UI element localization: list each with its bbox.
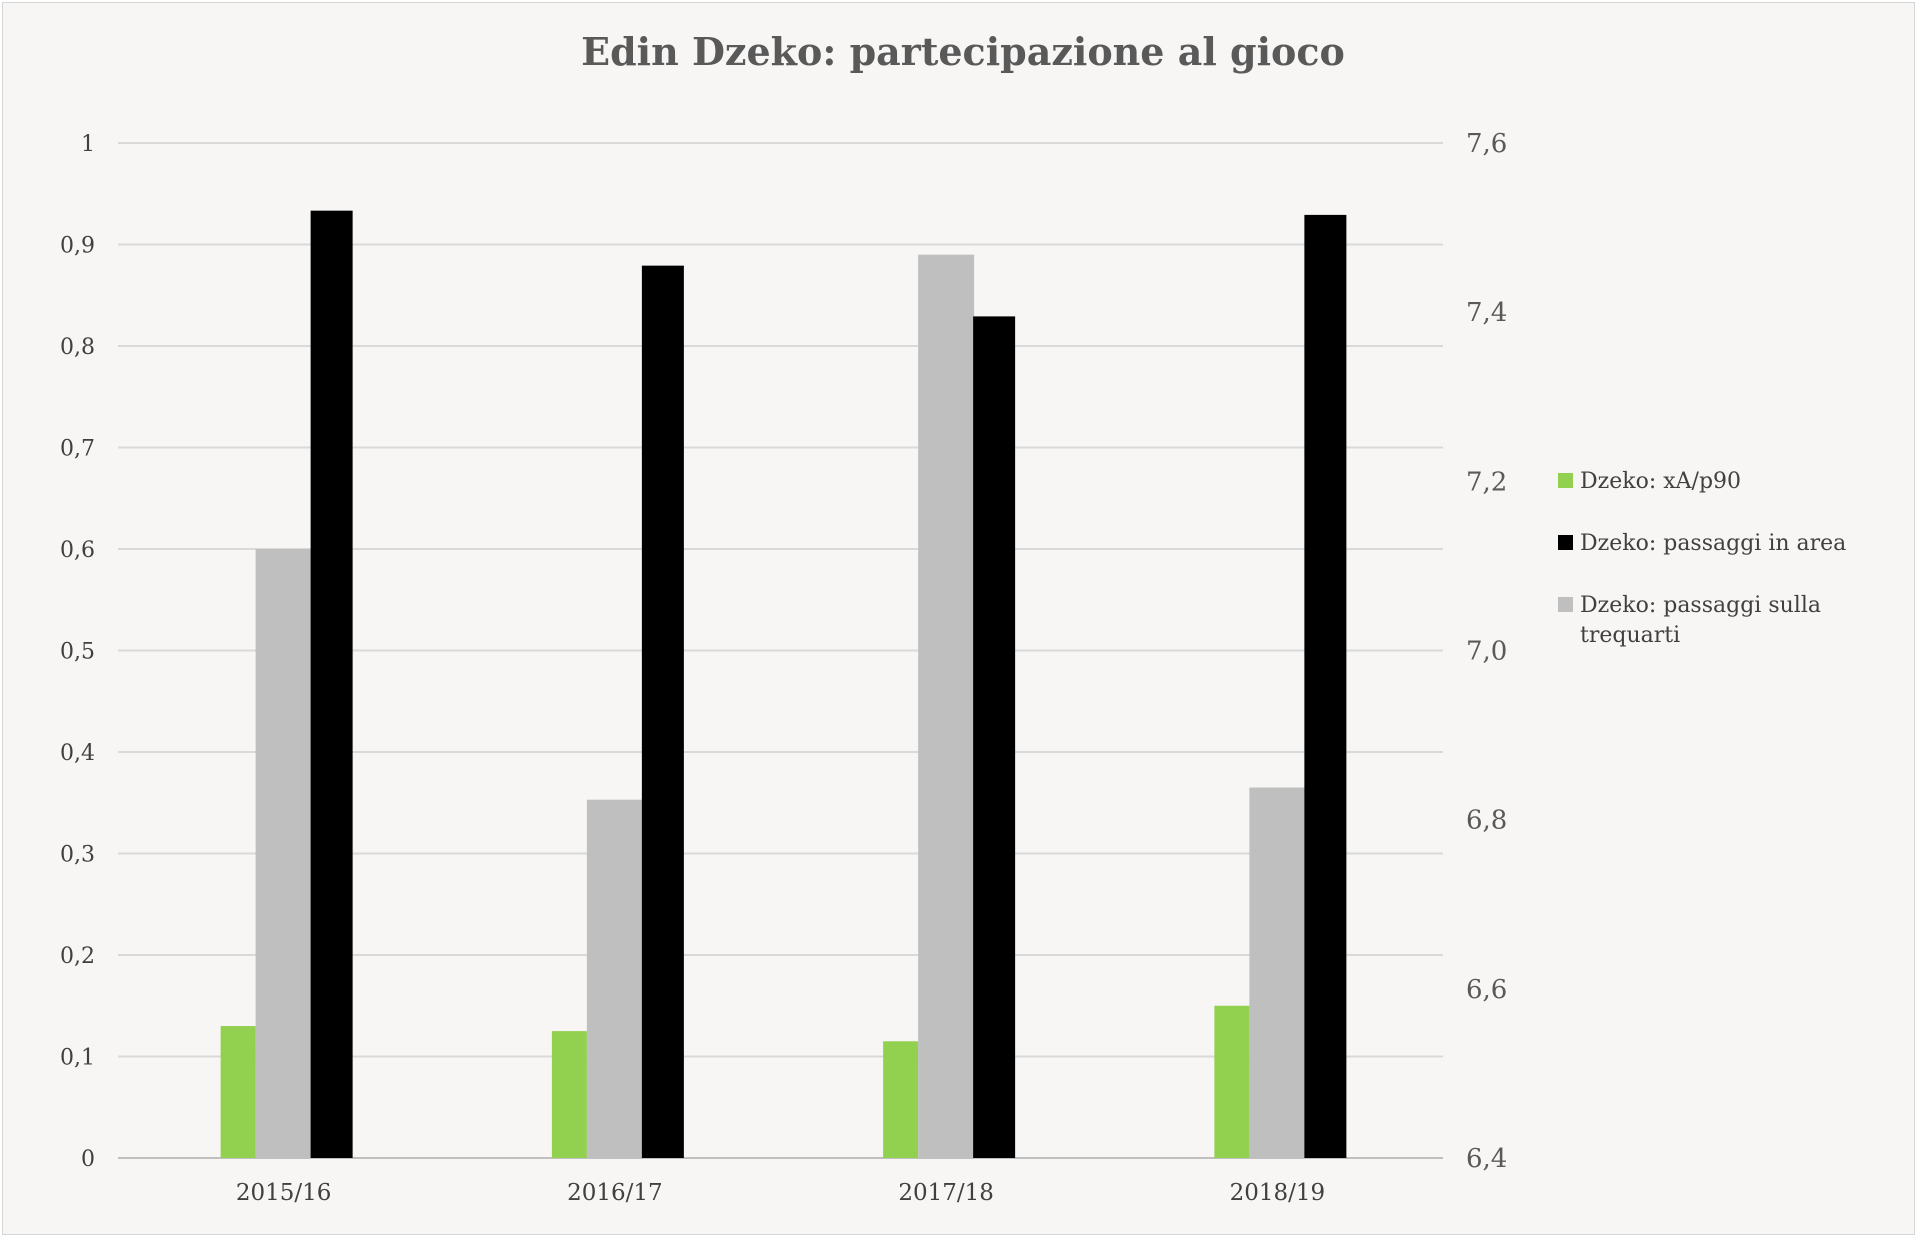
bar-passaggi-trequarti (586, 799, 643, 1158)
right-tick-label: 6,4 (1466, 1144, 1507, 1174)
legend-label: Dzeko: passaggi in area (1580, 531, 1846, 556)
bars-layer (220, 210, 1347, 1159)
right-tick-label: 7,6 (1466, 129, 1507, 159)
legend-label: trequarti (1580, 623, 1680, 648)
bar-passaggi-trequarti (1249, 787, 1306, 1158)
left-tick-label: 0,7 (60, 437, 95, 462)
right-tick-label: 7,4 (1466, 298, 1507, 328)
right-tick-label: 6,8 (1466, 806, 1507, 836)
left-tick-label: 1 (81, 132, 95, 157)
bar-xa-p90 (220, 1026, 256, 1158)
bar-xa-p90 (551, 1031, 587, 1158)
left-tick-label: 0,8 (60, 335, 95, 360)
left-tick-label: 0,4 (60, 741, 95, 766)
legend: Dzeko: xA/p90 Dzeko: passaggi in area Dzek… (1558, 469, 1846, 648)
bar-passaggi-area (641, 265, 684, 1158)
left-axis: 0 0,1 0,2 0,3 0,4 0,5 0,6 0,7 0,8 0,9 1 (60, 132, 95, 1172)
left-tick-label: 0,2 (60, 944, 95, 969)
right-axis: 6,4 6,6 6,8 7,0 7,2 7,4 7,6 (1466, 129, 1507, 1174)
left-tick-label: 0,6 (60, 538, 95, 563)
legend-swatch (1558, 535, 1573, 550)
left-tick-label: 0,9 (60, 234, 95, 259)
bar-passaggi-area (973, 316, 1016, 1158)
legend-label: Dzeko: passaggi sulla (1580, 593, 1821, 618)
bar-xa-p90 (1214, 1005, 1250, 1158)
right-tick-label: 7,0 (1466, 637, 1507, 667)
x-axis: 2015/16 2016/17 2017/18 2018/19 (236, 1180, 1325, 1206)
legend-swatch (1558, 473, 1573, 488)
x-tick-label: 2016/17 (567, 1180, 663, 1206)
right-tick-label: 7,2 (1466, 467, 1507, 497)
left-tick-label: 0,3 (60, 843, 95, 868)
bar-passaggi-trequarti (255, 549, 312, 1158)
legend-swatch (1558, 597, 1573, 612)
bar-passaggi-area (1304, 214, 1347, 1159)
legend-label: Dzeko: xA/p90 (1580, 469, 1741, 494)
left-tick-label: 0,5 (60, 640, 95, 665)
right-tick-label: 6,6 (1466, 975, 1507, 1005)
left-tick-label: 0,1 (60, 1046, 95, 1071)
left-tick-label: 0 (81, 1147, 95, 1172)
x-tick-label: 2018/19 (1230, 1180, 1326, 1206)
bar-passaggi-area (310, 210, 353, 1158)
chart-svg: Edin Dzeko: partecipazione al gioco 0 0,1… (60, 29, 1846, 1206)
chart-title: Edin Dzeko: partecipazione al gioco (581, 29, 1345, 74)
bar-xa-p90 (883, 1041, 919, 1158)
x-tick-label: 2017/18 (898, 1180, 994, 1206)
x-tick-label: 2015/16 (236, 1180, 332, 1206)
bar-passaggi-trequarti (918, 254, 975, 1158)
